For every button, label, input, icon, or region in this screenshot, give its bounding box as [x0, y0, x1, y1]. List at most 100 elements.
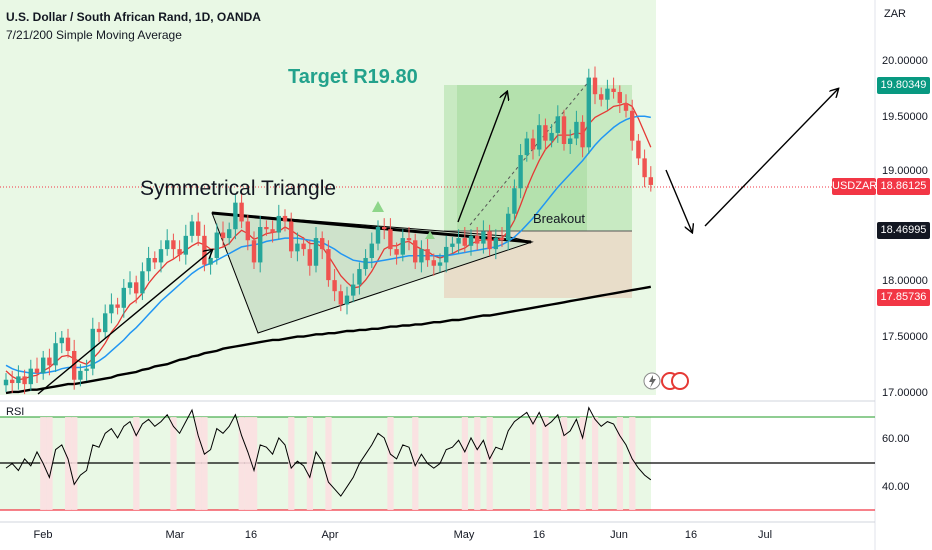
x-tick-label: Apr	[321, 529, 339, 541]
y-tick-label: 20.00000	[882, 55, 928, 67]
candle-body	[351, 284, 356, 296]
rsi-decline-band	[579, 417, 586, 510]
candle-body	[431, 260, 436, 266]
candle-body	[456, 238, 461, 244]
rsi-line	[5, 406, 652, 497]
lower-price-tag: 17.85736	[877, 289, 930, 306]
candle-body	[152, 257, 157, 263]
candle-body	[53, 343, 58, 366]
target-annotation: Target R19.80	[288, 66, 418, 88]
candle-body	[41, 357, 46, 374]
breakout-arrow	[457, 92, 507, 223]
candle-body	[437, 262, 443, 266]
candle-body	[599, 94, 604, 100]
candle-body	[59, 337, 64, 344]
candle-body	[146, 257, 151, 272]
x-tick-label: Mar	[165, 529, 185, 541]
candle-body	[158, 249, 164, 263]
candle-body	[506, 213, 511, 241]
rsi-decline-band	[306, 417, 313, 510]
y-tick-label: 19.00000	[882, 165, 928, 177]
rsi-decline-band	[65, 417, 72, 510]
rsi-decline-band	[238, 417, 245, 510]
candle-body	[189, 221, 195, 236]
candle-body	[549, 132, 554, 141]
candle-body	[220, 232, 226, 239]
candle-body	[623, 103, 629, 111]
rsi-label: RSI	[6, 406, 25, 418]
candle-body	[72, 350, 77, 380]
rsi-tick-label: 60.00	[882, 433, 910, 445]
candle-body	[642, 158, 647, 178]
candle-body	[524, 138, 529, 156]
candle-body	[177, 249, 182, 255]
flash-icon-bolt	[649, 375, 656, 388]
candle-body	[307, 249, 312, 266]
candle-body	[183, 235, 188, 255]
rsi-decline-band	[325, 417, 332, 510]
candle-body	[586, 77, 591, 148]
x-tick-label: Feb	[33, 529, 53, 541]
candle-body	[233, 202, 238, 230]
symbol-tag: USDZAR	[832, 178, 877, 195]
candle-body	[227, 229, 232, 239]
y-tick-label: 17.00000	[882, 387, 928, 399]
candle-body	[84, 368, 89, 371]
candle-body	[499, 238, 505, 241]
rsi-decline-band	[170, 417, 177, 510]
candle-body	[28, 368, 33, 385]
candle-body	[270, 229, 275, 233]
rsi-decline-band	[412, 417, 419, 510]
candle-body	[630, 110, 635, 141]
candle-body	[537, 125, 542, 150]
x-tick-label: 16	[532, 529, 546, 541]
candle-body	[65, 337, 71, 351]
rsi-decline-band	[201, 417, 208, 510]
candle-body	[239, 202, 244, 222]
candle-body	[611, 88, 616, 92]
candle-body	[10, 379, 15, 384]
candle-body	[276, 215, 281, 233]
candle-body	[202, 235, 207, 265]
candle-body	[382, 227, 387, 230]
candle-body	[481, 231, 486, 244]
rsi-decline-band	[288, 417, 295, 510]
currency-label: ZAR	[884, 8, 906, 20]
rsi-decline-band	[133, 417, 140, 510]
candle-body	[338, 291, 343, 305]
candle-body	[475, 235, 480, 244]
candle-body	[580, 121, 585, 148]
x-tick-label: 16	[244, 529, 258, 541]
breakout-price-tag: 18.46995	[877, 222, 930, 239]
candle-body	[78, 370, 83, 380]
candle-body	[165, 240, 170, 250]
candle-body	[605, 88, 610, 100]
candle-body	[444, 246, 449, 263]
candle-body	[171, 240, 176, 250]
candle-body	[468, 235, 474, 246]
candle-body	[245, 221, 250, 241]
chart-title: U.S. Dollar / South African Rand, 1D, OA…	[6, 10, 261, 24]
candle-body	[530, 138, 536, 150]
candle-body	[264, 227, 269, 230]
candle-body	[543, 125, 548, 141]
candle-body	[394, 249, 399, 255]
rsi-decline-band	[530, 417, 537, 510]
candle-body	[518, 155, 523, 189]
rsi-decline-band	[71, 417, 78, 510]
candle-body	[369, 243, 374, 258]
candle-body	[636, 140, 641, 159]
candle-body	[214, 232, 219, 258]
candle-body	[512, 188, 517, 214]
candle-body	[109, 304, 114, 314]
candle-body	[295, 243, 300, 252]
candle-body	[326, 249, 331, 281]
target-zone	[444, 85, 632, 231]
candle-body	[555, 116, 560, 133]
candle-body	[493, 238, 498, 250]
candle-body	[363, 257, 368, 270]
candle-body	[208, 257, 213, 265]
candle-body	[487, 231, 492, 250]
